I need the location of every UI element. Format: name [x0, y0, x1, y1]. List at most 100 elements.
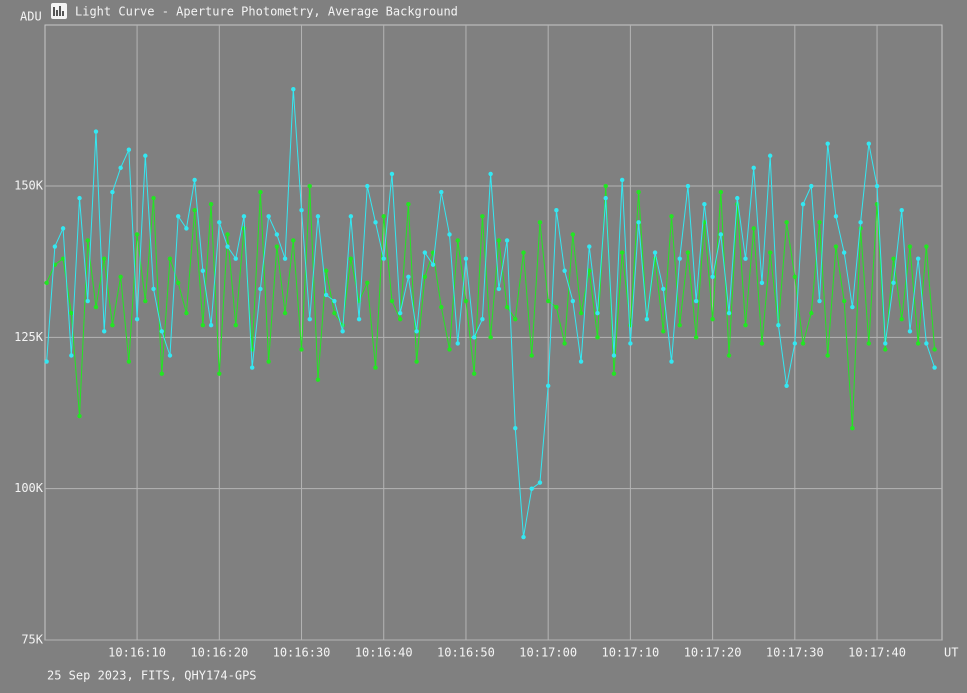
data-point: [628, 341, 633, 346]
data-point: [299, 347, 304, 352]
data-point: [669, 359, 674, 364]
data-point: [118, 274, 123, 280]
data-point: [924, 244, 929, 249]
data-point: [784, 220, 789, 225]
data-point: [373, 220, 378, 225]
data-point: [866, 141, 872, 146]
y-tick-label: 125K: [14, 330, 44, 344]
data-point: [907, 244, 913, 249]
x-tick-label: 10:17:40: [848, 646, 906, 660]
data-point: [833, 244, 839, 249]
data-point: [554, 304, 559, 310]
data-point: [291, 86, 296, 92]
data-point: [85, 238, 90, 243]
x-tick-label: 10:17:20: [684, 646, 742, 660]
data-point: [315, 214, 321, 219]
data-point: [151, 286, 156, 292]
data-point: [496, 238, 502, 243]
data-point: [463, 298, 469, 304]
data-point: [299, 208, 304, 213]
data-point: [77, 195, 82, 201]
data-point: [463, 256, 469, 261]
data-point: [258, 286, 263, 292]
data-point: [587, 244, 592, 249]
data-point: [381, 256, 386, 261]
data-point: [759, 280, 765, 286]
data-point: [258, 189, 263, 195]
data-point: [817, 298, 822, 304]
data-point: [455, 341, 460, 346]
data-point: [159, 371, 164, 376]
data-point: [743, 323, 748, 328]
data-point: [93, 129, 99, 134]
data-point: [406, 201, 411, 207]
data-point: [249, 365, 255, 370]
data-point: [455, 238, 460, 243]
data-point: [899, 208, 904, 213]
data-point: [118, 165, 123, 171]
data-point: [603, 183, 608, 189]
data-point: [554, 208, 559, 213]
data-point: [397, 310, 403, 316]
data-point: [792, 341, 798, 346]
data-point: [192, 177, 197, 183]
data-point: [85, 298, 90, 304]
data-point: [126, 147, 132, 152]
data-point: [282, 256, 288, 261]
data-point: [225, 244, 230, 249]
data-point: [315, 377, 321, 382]
data-point: [184, 226, 189, 231]
data-point: [365, 183, 370, 189]
data-point: [348, 256, 354, 261]
data-point: [307, 183, 312, 189]
data-point: [529, 353, 534, 358]
data-point: [365, 280, 370, 286]
data-point: [44, 359, 49, 364]
data-point: [167, 353, 173, 358]
data-point: [874, 201, 880, 207]
data-point: [69, 353, 74, 358]
data-point: [414, 359, 419, 364]
data-point: [726, 353, 732, 358]
data-point: [217, 220, 222, 225]
data-point: [693, 335, 699, 340]
data-point: [134, 232, 140, 237]
data-point: [891, 256, 896, 261]
data-point: [743, 256, 748, 261]
data-point: [69, 310, 74, 316]
data-point: [545, 383, 551, 388]
data-point: [439, 304, 444, 310]
data-point: [93, 304, 99, 310]
data-point: [471, 335, 477, 340]
data-point: [883, 341, 888, 346]
x-tick-label: 10:16:40: [355, 646, 413, 660]
data-point: [110, 323, 115, 328]
y-tick-label: 150K: [14, 179, 44, 193]
data-point: [340, 329, 345, 334]
data-point: [217, 371, 222, 376]
data-point: [661, 329, 666, 334]
data-point: [784, 383, 789, 388]
data-point: [578, 310, 584, 316]
data-point: [751, 226, 756, 231]
data-point: [167, 256, 173, 261]
data-point: [397, 316, 403, 322]
data-point: [282, 310, 288, 316]
x-tick-label: 10:17:10: [601, 646, 659, 660]
y-tick-label: 100K: [14, 481, 44, 495]
data-point: [841, 250, 847, 255]
data-point: [406, 274, 411, 280]
chart-title: Light Curve - Aperture Photometry, Avera…: [75, 5, 458, 19]
data-point: [924, 341, 929, 346]
data-point: [307, 316, 312, 322]
data-point: [381, 214, 386, 219]
data-point: [422, 250, 428, 255]
data-point: [192, 208, 197, 213]
data-point: [332, 310, 337, 316]
data-point: [521, 250, 526, 255]
data-point: [792, 274, 798, 280]
data-point: [471, 371, 477, 376]
data-point: [291, 238, 296, 243]
data-point: [513, 316, 518, 322]
